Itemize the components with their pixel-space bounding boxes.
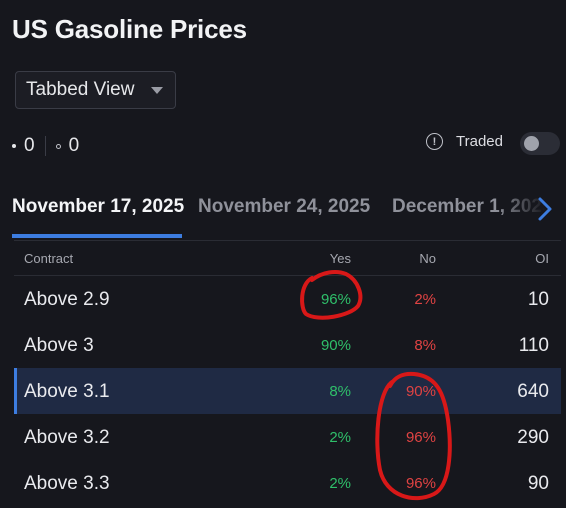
chevron-right-icon[interactable]	[535, 196, 555, 222]
row-no-price[interactable]: 96%	[405, 429, 436, 446]
row-yes-price[interactable]: 2%	[329, 429, 351, 446]
view-select-value: Tabbed View	[26, 79, 135, 100]
table-header: Contract Yes No OI	[14, 241, 561, 275]
row-contract: Above 2.9	[24, 289, 110, 310]
tabs-fade	[496, 190, 566, 230]
date-tabs: November 17, 2025 November 24, 2025 Dece…	[12, 190, 566, 240]
row-open-interest: 90	[527, 473, 549, 494]
tab-november-17-2025[interactable]: November 17, 2025	[12, 196, 185, 217]
row-yes-price[interactable]: 96%	[320, 291, 351, 308]
header-no: No	[419, 251, 436, 266]
hollow-count: 0	[68, 135, 80, 156]
caret-down-icon	[151, 87, 163, 94]
row-yes-price[interactable]: 8%	[329, 383, 351, 400]
row-open-interest: 110	[518, 335, 549, 356]
row-no-price[interactable]: 90%	[405, 383, 436, 400]
table-row[interactable]: Above 3 90% 8% 110	[14, 322, 561, 368]
header-oi: OI	[535, 251, 549, 266]
info-icon[interactable]: !	[426, 133, 443, 150]
row-contract: Above 3.1	[24, 381, 110, 402]
row-yes-price[interactable]: 90%	[320, 337, 351, 354]
filled-dot-icon	[12, 144, 16, 148]
traded-toggle[interactable]	[520, 132, 560, 155]
row-no-price[interactable]: 8%	[414, 337, 436, 354]
page-title: US Gasoline Prices	[12, 14, 247, 44]
table-header-divider	[14, 275, 561, 276]
row-yes-price[interactable]: 2%	[329, 475, 351, 492]
table-row-selected[interactable]: Above 3.1 8% 90% 640	[14, 368, 561, 414]
table-row[interactable]: Above 3.3 2% 96% 90	[14, 460, 561, 506]
row-open-interest: 290	[517, 427, 549, 448]
row-open-interest: 10	[527, 289, 549, 310]
row-open-interest: 640	[517, 381, 549, 402]
row-contract: Above 3.2	[24, 427, 110, 448]
table-top-divider	[14, 240, 561, 241]
counters: 0 0	[12, 135, 79, 157]
row-no-price[interactable]: 2%	[414, 291, 436, 308]
traded-label: Traded	[456, 133, 503, 150]
view-select-dropdown[interactable]: Tabbed View	[15, 71, 176, 109]
toggle-knob	[524, 136, 539, 151]
counter-divider	[44, 136, 46, 156]
row-no-price[interactable]: 96%	[405, 475, 436, 492]
row-contract: Above 3	[24, 335, 94, 356]
row-contract: Above 3.3	[24, 473, 110, 494]
tab-november-24-2025[interactable]: November 24, 2025	[198, 196, 371, 217]
header-contract: Contract	[24, 251, 74, 266]
header-yes: Yes	[329, 251, 351, 266]
hollow-counter: 0	[55, 135, 80, 157]
traded-filter: ! Traded	[426, 133, 503, 150]
hollow-dot-icon	[55, 143, 61, 149]
table-row[interactable]: Above 3.2 2% 96% 290	[14, 414, 561, 460]
active-tab-indicator	[12, 234, 182, 238]
filled-counter: 0	[12, 135, 35, 157]
table-row[interactable]: Above 2.9 96% 2% 10	[14, 276, 561, 322]
filled-count: 0	[24, 135, 35, 156]
